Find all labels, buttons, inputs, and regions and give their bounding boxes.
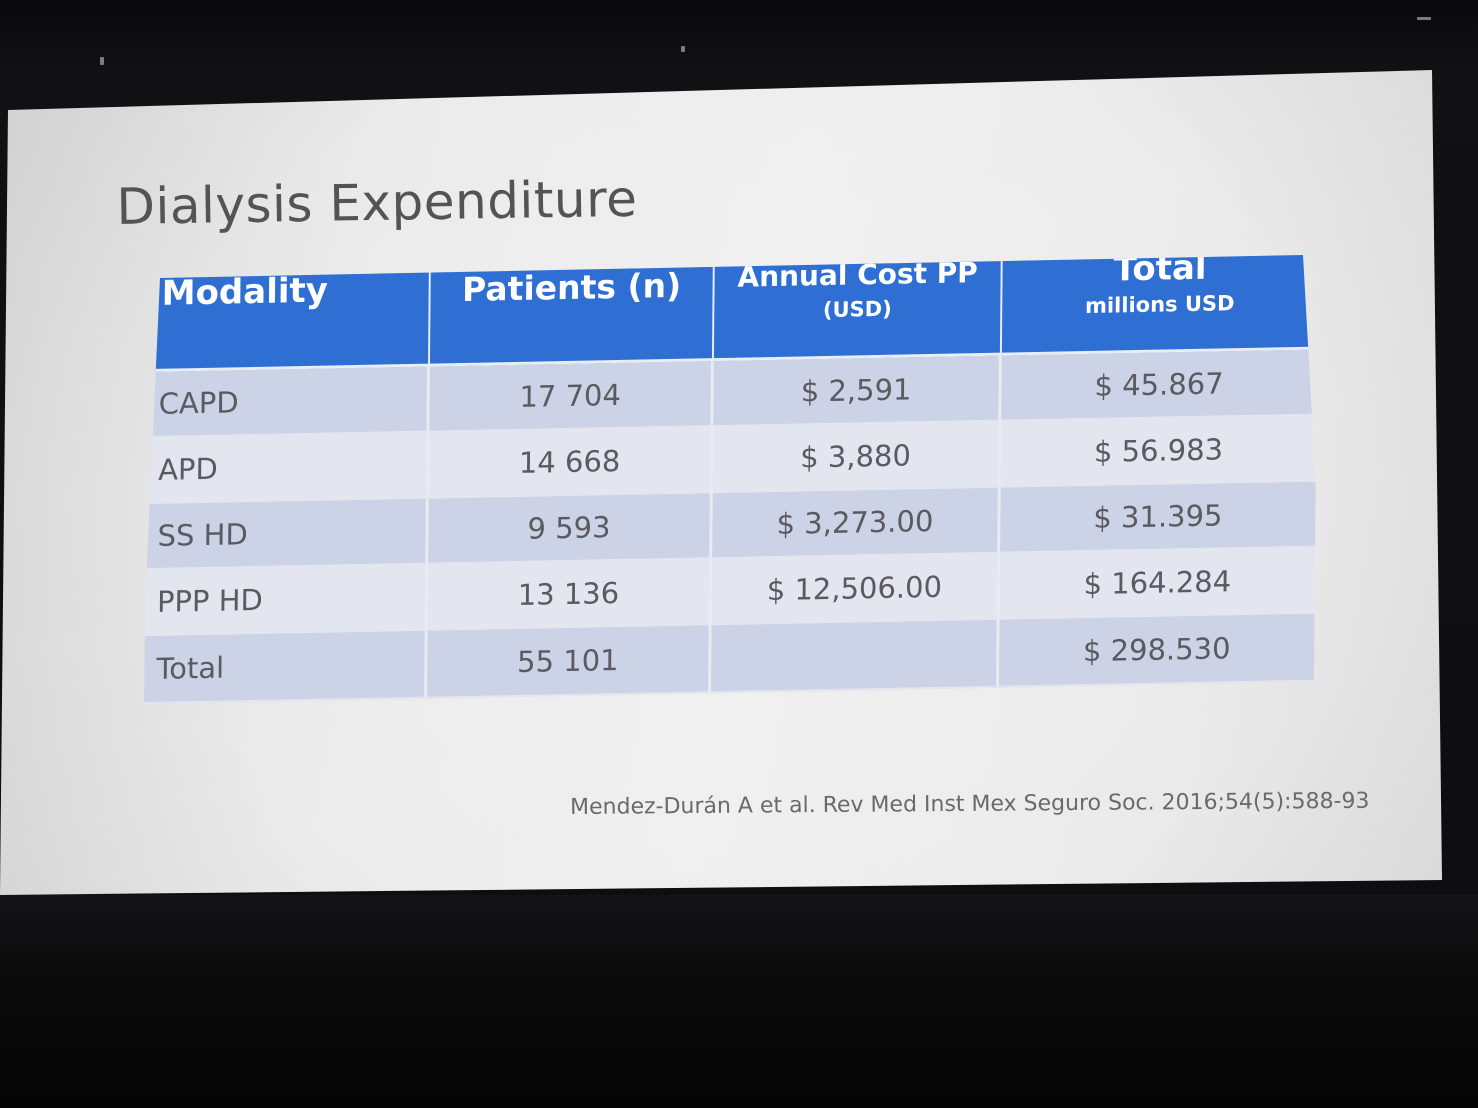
cell-total: $ 298.530 — [998, 613, 1315, 688]
cell-annual-cost: $ 12,506.00 — [711, 553, 1001, 626]
cell-modality: Total — [144, 630, 428, 705]
cell-patients: 14 668 — [428, 427, 714, 499]
cell-patients: 17 704 — [429, 361, 714, 433]
cell-modality: PPP HD — [144, 564, 429, 637]
cell-modality: SS HD — [145, 498, 429, 571]
room-floor-dark — [0, 895, 1478, 1108]
header-annual-cost-unit: (USD) — [822, 296, 892, 323]
cell-annual-cost: $ 3,273.00 — [712, 487, 1001, 560]
cell-patients: 9 593 — [428, 493, 713, 565]
cell-modality: CAPD — [146, 366, 430, 439]
header-total-unit: millions USD — [1084, 291, 1235, 319]
cell-total: $ 31.395 — [1000, 481, 1316, 554]
table-body: CAPD 17 704 $ 2,591 $ 45.867 APD 14 668 … — [144, 349, 1317, 705]
cell-modality: APD — [145, 432, 430, 505]
cell-annual-cost — [711, 619, 1000, 694]
cell-annual-cost: $ 3,880 — [712, 421, 1002, 494]
cell-annual-cost: $ 2,591 — [713, 355, 1002, 428]
ceiling-speck — [1417, 17, 1431, 20]
ceiling-speck — [100, 57, 104, 65]
ceiling-speck — [681, 46, 685, 52]
cell-total: $ 164.284 — [999, 547, 1316, 620]
slide-title: Dialysis Expenditure — [116, 169, 638, 236]
cell-patients: 55 101 — [427, 625, 712, 699]
expenditure-table: Modality Patients (n) Annual Cost PP (US… — [144, 255, 1318, 705]
cell-patients: 13 136 — [427, 559, 713, 631]
header-patients-label: Patients (n) — [461, 265, 682, 309]
cell-total: $ 56.983 — [1000, 415, 1317, 488]
cell-total: $ 45.867 — [1001, 349, 1317, 422]
